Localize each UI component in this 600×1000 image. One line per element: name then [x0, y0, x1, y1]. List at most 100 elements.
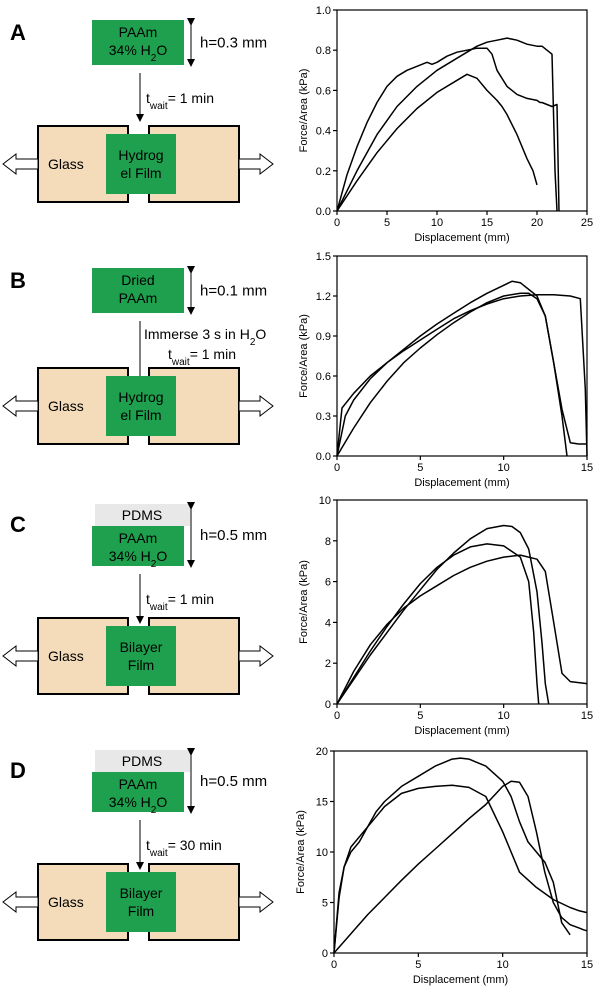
y-tick-label: 0.8 [316, 45, 331, 57]
film-label-1: Hydrog [118, 147, 163, 163]
series-line-trial-2 [336, 293, 588, 457]
pdms-label: PDMS [122, 753, 162, 769]
y-axis-label: Force/Area (kPa) [298, 560, 310, 644]
film-label-1: Hydrog [118, 389, 163, 405]
pdms-label: PDMS [122, 507, 162, 523]
pull-arrow-left [2, 394, 39, 418]
pull-arrow-left [2, 152, 39, 176]
y-tick-label: 10 [319, 495, 331, 507]
y-tick-label: 0.6 [316, 85, 331, 97]
y-tick-label: 0.3 [316, 411, 331, 423]
pdms-layer [95, 750, 190, 772]
y-tick-label: 6 [325, 577, 331, 589]
x-tick-label: 15 [481, 217, 493, 229]
wait-time-label: twait= 1 min [146, 90, 214, 112]
series-line-trial-3 [336, 73, 538, 212]
y-tick-label: 1.5 [316, 251, 331, 263]
x-axis-label: Displacement (mm) [414, 725, 509, 737]
process-step-label: Immerse 3 s in H2O [144, 326, 266, 348]
film-label-2: Film [128, 903, 154, 919]
y-tick-label: 5 [322, 898, 328, 910]
y-tick-label: 0.6 [316, 371, 331, 383]
series-line-trial-3 [333, 780, 588, 954]
wait-time-label: twait= 1 min [146, 591, 214, 613]
y-tick-label: 0.0 [316, 451, 331, 463]
x-tick-label: 15 [581, 710, 593, 722]
thickness-label: h=0.5 mm [200, 773, 267, 790]
paam-block [92, 526, 184, 566]
pdms-layer [95, 504, 190, 526]
pull-arrow-left [2, 890, 39, 914]
film-label-2: Film [128, 657, 154, 673]
y-tick-label: 1.2 [316, 291, 331, 303]
x-axis-label: Displacement (mm) [414, 477, 509, 489]
x-tick-label: 10 [431, 217, 443, 229]
x-tick-label: 5 [415, 959, 421, 971]
chart-b: 0 5 10 15 0.0 0.3 0.6 0.9 1.2 1.5 Displacement (mm… [298, 251, 593, 489]
series-line-trial-1 [336, 524, 550, 705]
y-tick-label: 15 [316, 797, 328, 809]
plot-frame [333, 750, 588, 954]
x-tick-label: 0 [334, 462, 340, 474]
block-label-2: 34% H2O [109, 42, 168, 64]
x-tick-label: 10 [498, 710, 510, 722]
schematic-panel-a: A PAAm 34% H2O h=0.3 mm twait= 1 min Glass Hyd… [2, 18, 274, 203]
x-tick-label: 5 [417, 710, 423, 722]
block-label-2: PAAm [119, 290, 158, 306]
thickness-label: h=0.1 mm [200, 283, 267, 300]
x-tick-label: 5 [384, 217, 390, 229]
pull-arrow-right [238, 152, 274, 176]
series-line-trial-2 [333, 784, 588, 954]
plot-frame [336, 255, 588, 457]
glass-label: Glass [48, 894, 84, 910]
film-label-1: Bilayer [120, 639, 163, 655]
y-axis-label: Force/Area (kPa) [298, 69, 310, 153]
y-tick-label: 0.2 [316, 166, 331, 178]
block-label-1: PAAm [119, 776, 158, 792]
x-axis-label: Displacement (mm) [414, 232, 509, 244]
x-tick-label: 0 [331, 959, 337, 971]
glass-label: Glass [48, 648, 84, 664]
pull-arrow-right [238, 644, 274, 668]
x-tick-label: 5 [417, 462, 423, 474]
plot-frame [336, 9, 588, 212]
wait-time-label: twait= 30 min [146, 837, 222, 859]
schematic-panel-d: D PDMS PAAm 34% H2O h=0.5 mm twait= 30 min Gla… [2, 748, 274, 941]
x-tick-label: 10 [498, 462, 510, 474]
film-overlap [106, 626, 176, 686]
y-tick-label: 1.0 [316, 5, 331, 17]
paam-block [92, 772, 184, 812]
series-line-trial-1 [336, 280, 587, 457]
film-label-2: el Film [120, 407, 161, 423]
pull-arrow-right [238, 890, 274, 914]
schematic-panel-c: C PDMS PAAm 34% H2O h=0.5 mm twait= 1 min Glas… [2, 502, 274, 695]
plot-frame [336, 499, 588, 705]
block-label-1: PAAm [119, 530, 158, 546]
thickness-label: h=0.5 mm [200, 527, 267, 544]
thickness-label: h=0.3 mm [200, 35, 267, 52]
x-tick-label: 20 [531, 217, 543, 229]
y-tick-label: 0.4 [316, 126, 331, 138]
series-line-trial-1 [336, 47, 560, 212]
film-overlap [106, 134, 176, 194]
film-overlap [106, 872, 176, 932]
y-tick-label: 0.9 [316, 331, 331, 343]
panel-letter-c: C [10, 512, 26, 537]
y-tick-label: 20 [316, 746, 328, 758]
panel-letter-d: D [10, 758, 26, 783]
pull-arrow-left [2, 644, 39, 668]
series-line-trial-1 [333, 757, 571, 954]
panel-letter-b: B [10, 268, 26, 293]
block-label-2: 34% H2O [109, 548, 168, 570]
x-tick-label: 15 [581, 959, 593, 971]
panel-letter-a: A [10, 20, 26, 45]
series-line-trial-2 [336, 37, 558, 212]
y-tick-label: 4 [325, 617, 331, 629]
chart-c: 0 5 10 15 0 2 4 6 8 10 Displacement (mm) Force/Area… [298, 495, 593, 737]
block-label-1: Dried [121, 272, 154, 288]
film-label-2: el Film [120, 165, 161, 181]
y-tick-label: 10 [316, 847, 328, 859]
series-line-trial-2 [336, 543, 540, 705]
pull-arrow-right [238, 394, 274, 418]
